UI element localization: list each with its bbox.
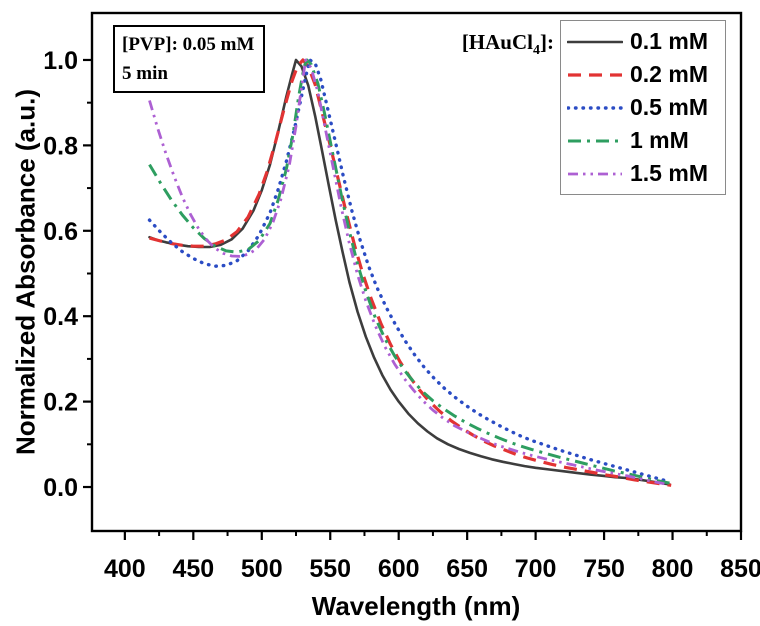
legend-line-sample [568,72,622,77]
x-tick-label: 800 [652,555,694,583]
legend-line-sample [567,40,623,43]
y-tick-label: 0.8 [43,132,78,160]
y-tick-label: 0.4 [43,303,78,331]
x-tick-label: 400 [104,555,146,583]
y-axis-title: Normalized Absorbance (a.u.) [10,89,41,455]
x-tick-label: 750 [583,555,625,583]
legend-title-subscript: 4 [533,43,540,59]
legend: 0.1 mM 0.2 mM 0.5 mM 1 mM 1.5 mM [560,20,726,195]
x-tick-label: 500 [241,555,283,583]
annotation-box: [PVP]: 0.05 mM 5 min [113,25,265,93]
legend-line-sample [568,139,622,142]
y-tick-label: 0.0 [43,474,78,502]
x-tick-label: 600 [378,555,420,583]
series-curve-0.1-mM [148,58,672,486]
legend-item-label: 1 mM [630,127,689,153]
legend-item-label: 0.1 mM [630,28,708,54]
legend-title: [HAuCl4]: [462,30,554,59]
legend-item-label: 1.5 mM [630,160,708,186]
y-tick-label: 0.6 [43,218,78,246]
x-axis-title: Wavelength (nm) [311,591,521,621]
legend-item: 0.2 mM [567,61,719,88]
y-tick-label: 0.2 [43,389,78,417]
legend-item-label: 0.2 mM [630,61,708,87]
legend-title-suffix: ]: [540,30,554,54]
legend-item: 0.1 mM [567,28,719,55]
x-tick-label: 650 [446,555,488,583]
annotation-line-1: [PVP]: 0.05 mM [122,34,255,55]
y-tick-label: 1.0 [43,47,78,75]
x-tick-label: 850 [720,555,760,583]
x-tick-label: 450 [172,555,214,583]
legend-line-sample [568,172,622,175]
legend-item-label: 0.5 mM [630,94,708,120]
legend-item: 1.5 mM [567,160,719,187]
x-tick-label: 550 [309,555,351,583]
annotation-line-2: 5 min [122,62,168,84]
legend-title-text: [HAuCl [461,30,533,54]
series-curve-1.5-mM [148,58,669,486]
plot-frame [90,11,743,533]
series-curve-1-mM [148,58,671,485]
legend-item: 0.5 mM [567,94,719,121]
series-curve-0.5-mM [147,58,672,484]
legend-item: 1 mM [567,127,719,154]
x-tick-label: 700 [515,555,557,583]
legend-line-sample [567,105,623,110]
